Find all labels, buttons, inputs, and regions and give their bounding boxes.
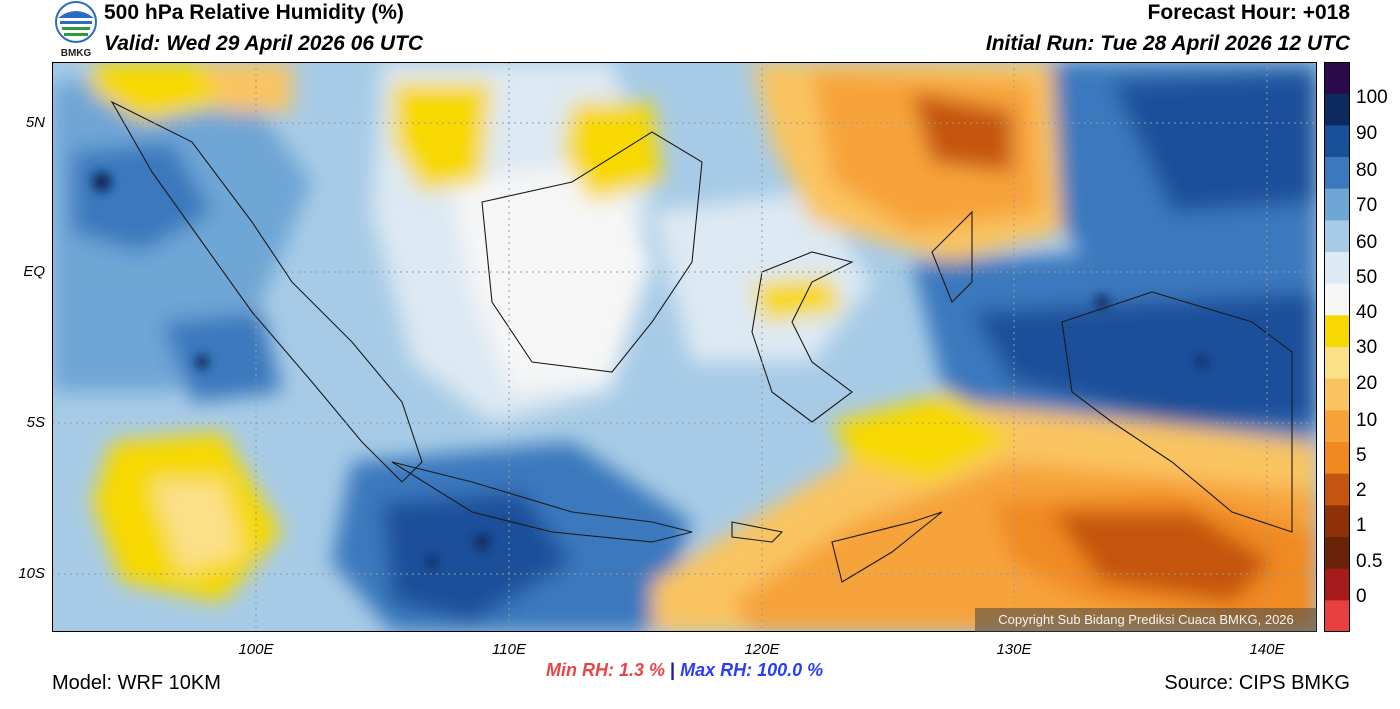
max-rh-label: Max RH: 100.0 %	[680, 660, 824, 680]
lon-label-130e: 130E	[996, 641, 1032, 658]
colorbar-swatch	[1324, 252, 1350, 285]
colorbar-label: 30	[1356, 337, 1378, 358]
min-rh-label: Min RH:	[546, 660, 614, 680]
valid-time: Valid: Wed 29 April 2026 06 UTC	[104, 32, 423, 55]
colorbar-swatch	[1324, 442, 1350, 475]
colorbar-swatch	[1324, 157, 1350, 190]
colorbar-swatch	[1324, 473, 1350, 506]
colorbar-swatch	[1324, 505, 1350, 538]
lat-label-10s: 10S	[18, 565, 45, 582]
colorbar-swatch	[1324, 315, 1350, 348]
colorbar-swatch	[1324, 125, 1350, 158]
colorbar-swatch	[1324, 188, 1350, 221]
colorbar-label: 70	[1356, 195, 1378, 216]
map-title: 500 hPa Relative Humidity (%)	[104, 1, 404, 24]
rh-stats: Min RH: 1.3 % | Max RH: 100.0 %	[546, 660, 823, 681]
colorbar-label: 80	[1356, 160, 1378, 181]
min-rh-value: 1.3 %	[619, 660, 666, 680]
colorbar-label: 90	[1356, 123, 1378, 144]
lon-label-100e: 100E	[238, 641, 274, 658]
grid-lines	[52, 62, 1317, 632]
colorbar-swatch	[1324, 378, 1350, 411]
lat-label-5s: 5S	[26, 414, 45, 431]
lat-label-5n: 5N	[25, 114, 45, 131]
colorbar-swatch	[1324, 93, 1350, 126]
data-source: Source: CIPS BMKG	[1164, 672, 1350, 694]
colorbar-swatch	[1324, 410, 1350, 443]
colorbar-swatch	[1324, 568, 1350, 601]
lat-label-eq: EQ	[23, 263, 45, 280]
colorbar-label: 10	[1356, 410, 1378, 431]
humidity-map	[52, 62, 1317, 632]
colorbar-swatch	[1324, 537, 1350, 570]
lon-label-120e: 120E	[744, 641, 780, 658]
colorbar-label: 20	[1356, 373, 1378, 394]
colorbar-swatch	[1324, 62, 1350, 95]
stats-separator: |	[670, 660, 676, 680]
coastlines	[110, 100, 1293, 583]
colorbar-swatch	[1324, 600, 1350, 632]
model-name: Model: WRF 10KM	[52, 672, 221, 694]
colorbar-label: 60	[1356, 232, 1378, 253]
lon-label-140e: 140E	[1249, 641, 1285, 658]
colorbar-label: 5	[1356, 445, 1367, 466]
initial-run: Initial Run: Tue 28 April 2026 12 UTC	[985, 32, 1350, 55]
colorbar-label: 50	[1356, 267, 1378, 288]
bmkg-logo	[55, 1, 97, 43]
forecast-hour: Forecast Hour: +018	[1147, 1, 1351, 24]
colorbar-swatch	[1324, 283, 1350, 316]
colorbar-label: 1	[1356, 515, 1367, 536]
colorbar-label: 100	[1356, 87, 1388, 108]
colorbar-label: 0.5	[1356, 551, 1383, 572]
lon-label-110e: 110E	[492, 641, 526, 658]
copyright-notice: Copyright Sub Bidang Prediksi Cuaca BMKG…	[975, 608, 1317, 632]
colorbar-swatch	[1324, 220, 1350, 253]
logo-text: BMKG	[60, 48, 92, 59]
colorbar	[1324, 62, 1350, 632]
colorbar-label: 0	[1356, 586, 1367, 607]
colorbar-label: 2	[1356, 480, 1367, 501]
colorbar-label: 40	[1356, 302, 1378, 323]
colorbar-swatch	[1324, 347, 1350, 380]
